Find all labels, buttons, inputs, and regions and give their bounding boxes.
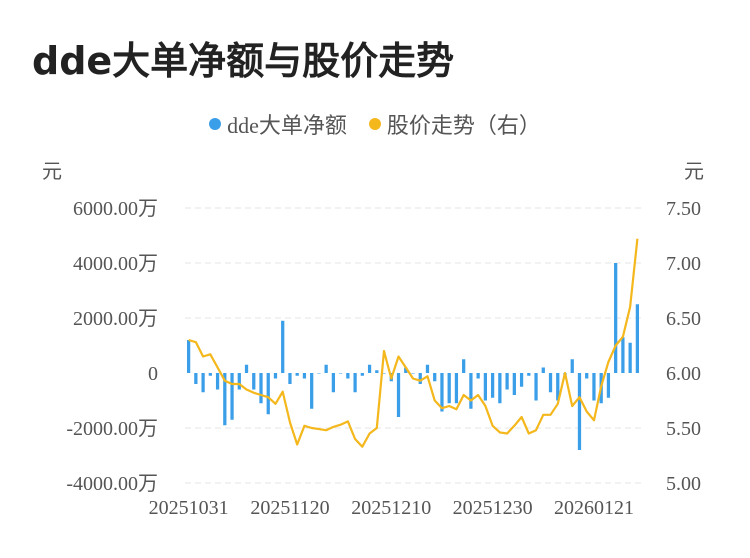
bar: [411, 373, 415, 374]
y-left-tick-label: 4000.00万: [73, 253, 158, 275]
line-series: [188, 238, 639, 448]
grid-lines: [185, 207, 641, 484]
y-right-tick-label: 7.00: [666, 253, 701, 275]
bar: [223, 373, 227, 426]
x-tick-label: 20251120: [250, 497, 329, 519]
bar: [230, 373, 234, 420]
bar: [186, 340, 191, 373]
y-left-tick-label: 0: [148, 363, 158, 385]
bar: [353, 373, 357, 393]
y-left-unit: 元: [42, 161, 62, 183]
bar: [194, 373, 198, 384]
legend-item-dde[interactable]: dde大单净额: [209, 108, 347, 140]
bar: [273, 373, 278, 379]
axis-labels: 6000.00万 4000.00万 2000.00万 0 -2000.00万 -4000.…: [42, 161, 704, 519]
x-tick-label: 20251210: [351, 497, 431, 519]
bar: [396, 373, 401, 417]
y-right-unit: 元: [684, 161, 704, 183]
bar-series: [186, 263, 640, 450]
y-left-tick-label: 2000.00万: [73, 308, 158, 330]
bar: [418, 373, 422, 384]
y-right-tick-label: 5.00: [666, 473, 701, 495]
bar: [302, 373, 307, 379]
bar: [483, 373, 488, 401]
bar: [237, 373, 241, 390]
bar: [548, 373, 553, 393]
bar: [208, 373, 212, 376]
y-right-tick-label: 5.50: [666, 418, 701, 440]
y-right-tick-label: 7.50: [666, 198, 701, 220]
bar: [259, 373, 263, 404]
bar: [462, 359, 466, 373]
bar: [324, 364, 328, 373]
y-left-tick-label: -2000.00万: [66, 418, 158, 440]
bar: [331, 373, 336, 393]
bar: [252, 373, 256, 390]
bar: [360, 373, 364, 376]
bar: [425, 364, 430, 373]
legend-label-dde: dde大单净额: [227, 113, 347, 138]
y-left-tick-label: 6000.00万: [73, 198, 158, 220]
bar: [288, 373, 292, 384]
x-tick-label: 20260121: [554, 497, 634, 519]
bar: [519, 373, 524, 387]
bar: [266, 373, 270, 415]
bar: [440, 373, 444, 412]
bar: [570, 359, 574, 373]
bar: [512, 373, 516, 395]
chart-legend: dde大单净额 股价走势（右）: [0, 108, 750, 140]
bar: [476, 373, 480, 379]
bar: [585, 373, 589, 379]
bar: [454, 373, 459, 404]
bar: [346, 373, 350, 379]
bar: [628, 342, 632, 373]
legend-item-price[interactable]: 股价走势（右）: [368, 108, 541, 140]
bar: [621, 337, 625, 373]
bar: [490, 373, 495, 398]
y-right-tick-label: 6.50: [666, 308, 701, 330]
bar: [338, 373, 343, 374]
bar: [215, 373, 220, 390]
bar: [592, 373, 596, 401]
bar: [635, 304, 640, 373]
price-line: [188, 238, 639, 448]
bar: [498, 373, 502, 404]
x-tick-label: 20251230: [453, 497, 533, 519]
bar: [367, 364, 372, 373]
bar: [281, 320, 285, 373]
bar: [244, 364, 249, 373]
bar: [447, 373, 451, 404]
bar: [469, 373, 473, 409]
bar: [433, 373, 437, 382]
bar: [382, 373, 386, 374]
bar: [534, 373, 538, 401]
bar: [614, 263, 618, 373]
bar: [505, 373, 509, 390]
bar: [201, 373, 205, 393]
bar: [556, 373, 560, 401]
bar: [317, 373, 321, 374]
y-left-tick-label: -4000.00万: [66, 473, 158, 495]
bar: [527, 373, 531, 376]
legend-dot-dde-icon: [209, 118, 222, 130]
bar: [577, 373, 582, 450]
x-tick-label: 20251031: [149, 497, 229, 519]
bar: [310, 373, 314, 409]
bar: [295, 373, 299, 376]
legend-label-price: 股价走势（右）: [386, 113, 541, 138]
bar: [404, 367, 408, 373]
bar: [375, 370, 379, 373]
bar: [606, 373, 611, 398]
bar: [541, 367, 545, 373]
page-title: dde大单净额与股价走势: [32, 39, 455, 83]
legend-dot-price-icon: [368, 118, 381, 130]
y-right-tick-label: 6.00: [666, 363, 701, 385]
